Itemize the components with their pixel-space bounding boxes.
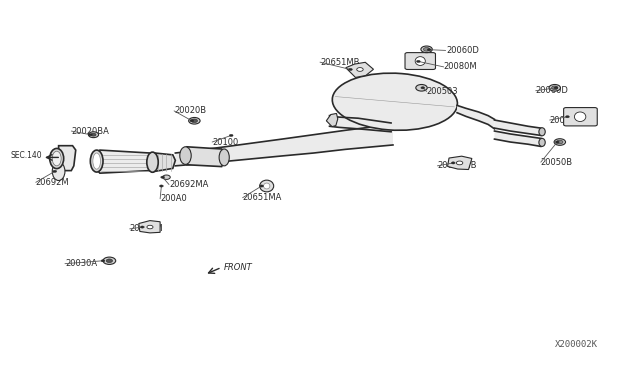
- Polygon shape: [330, 116, 391, 132]
- Text: 20060D: 20060D: [447, 46, 480, 55]
- Circle shape: [451, 162, 455, 164]
- Circle shape: [161, 176, 164, 178]
- Circle shape: [140, 226, 144, 228]
- Polygon shape: [495, 120, 541, 135]
- Circle shape: [88, 132, 99, 138]
- Ellipse shape: [50, 148, 64, 169]
- Circle shape: [191, 119, 198, 123]
- Circle shape: [417, 60, 420, 62]
- FancyBboxPatch shape: [564, 108, 597, 126]
- Ellipse shape: [575, 112, 586, 122]
- Circle shape: [91, 133, 96, 136]
- Polygon shape: [97, 150, 154, 173]
- Circle shape: [552, 86, 558, 90]
- Ellipse shape: [264, 183, 270, 189]
- Circle shape: [557, 140, 563, 144]
- Circle shape: [190, 120, 194, 122]
- Text: 20080M: 20080M: [444, 62, 477, 71]
- Polygon shape: [447, 156, 472, 170]
- Ellipse shape: [539, 128, 545, 136]
- Text: 20060D: 20060D: [536, 86, 568, 95]
- Polygon shape: [495, 131, 541, 147]
- Circle shape: [106, 259, 113, 263]
- Circle shape: [53, 170, 57, 173]
- Ellipse shape: [90, 150, 103, 172]
- Text: X200002K: X200002K: [555, 340, 598, 349]
- Polygon shape: [175, 125, 393, 166]
- Polygon shape: [326, 113, 338, 126]
- Ellipse shape: [456, 161, 463, 165]
- Ellipse shape: [93, 153, 100, 169]
- Circle shape: [554, 87, 558, 89]
- Circle shape: [260, 185, 264, 187]
- Text: 20020B: 20020B: [174, 106, 206, 115]
- Circle shape: [424, 48, 429, 51]
- Circle shape: [189, 118, 200, 124]
- Circle shape: [428, 49, 431, 51]
- Circle shape: [554, 139, 566, 145]
- Circle shape: [549, 84, 561, 91]
- Text: 20030A: 20030A: [65, 259, 97, 268]
- Ellipse shape: [332, 73, 458, 130]
- Polygon shape: [139, 221, 160, 233]
- Text: 200503: 200503: [427, 87, 458, 96]
- Ellipse shape: [539, 138, 545, 147]
- Ellipse shape: [147, 152, 158, 172]
- Text: 20692M: 20692M: [36, 178, 69, 187]
- Circle shape: [349, 68, 353, 71]
- Text: 20050B: 20050B: [541, 158, 573, 167]
- Ellipse shape: [147, 225, 153, 229]
- Ellipse shape: [52, 151, 61, 166]
- Text: 20692MA: 20692MA: [169, 180, 209, 189]
- Ellipse shape: [260, 180, 274, 192]
- Ellipse shape: [415, 57, 426, 65]
- Circle shape: [421, 87, 425, 89]
- Text: FRONT: FRONT: [223, 263, 252, 272]
- Circle shape: [566, 116, 570, 118]
- FancyBboxPatch shape: [405, 52, 435, 70]
- Circle shape: [229, 134, 233, 137]
- Ellipse shape: [356, 68, 364, 71]
- Circle shape: [163, 175, 170, 179]
- Text: 20651M: 20651M: [130, 224, 163, 233]
- Circle shape: [101, 260, 105, 262]
- Text: 20651MA: 20651MA: [243, 193, 282, 202]
- Polygon shape: [184, 147, 226, 167]
- Polygon shape: [59, 146, 76, 171]
- Ellipse shape: [52, 162, 65, 180]
- Text: 20100: 20100: [212, 138, 238, 147]
- Text: 20651MB: 20651MB: [320, 58, 360, 67]
- Text: 20020BA: 20020BA: [71, 126, 109, 135]
- Circle shape: [416, 84, 428, 91]
- Polygon shape: [346, 62, 374, 77]
- Circle shape: [88, 134, 92, 136]
- Ellipse shape: [219, 149, 229, 166]
- Text: 20651MB: 20651MB: [437, 161, 477, 170]
- Polygon shape: [457, 105, 495, 129]
- Circle shape: [159, 185, 163, 187]
- Circle shape: [421, 46, 432, 52]
- Ellipse shape: [180, 147, 191, 164]
- Text: SEC.140: SEC.140: [10, 151, 42, 160]
- Text: 200A0: 200A0: [160, 194, 187, 203]
- Polygon shape: [152, 153, 175, 171]
- Text: 20080MA: 20080MA: [550, 116, 589, 125]
- Circle shape: [103, 257, 116, 264]
- Circle shape: [556, 141, 559, 143]
